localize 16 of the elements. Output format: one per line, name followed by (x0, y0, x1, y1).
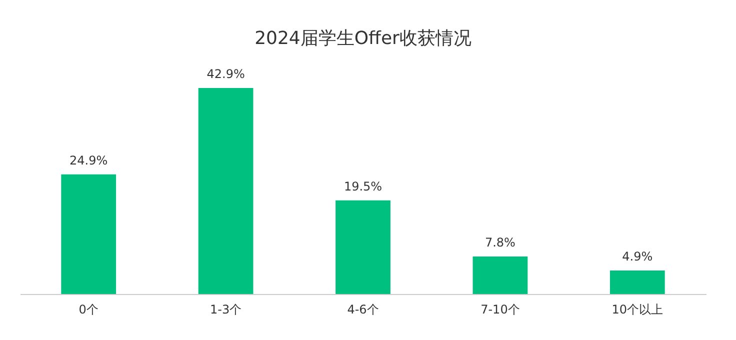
x-tick-label: 4-6个 (347, 302, 379, 316)
bar (472, 256, 528, 294)
x-tick-label: 1-3个 (210, 302, 242, 316)
chart-title: 2024届学生Offer收获情况 (254, 28, 472, 49)
data-label: 4.9% (622, 249, 653, 264)
x-tick-label: 7-10个 (480, 302, 520, 316)
bar (198, 88, 254, 294)
data-label: 24.9% (70, 153, 108, 168)
x-tick-label: 0个 (78, 302, 98, 316)
bar (61, 174, 116, 294)
bar (610, 270, 665, 294)
x-tick-label: 10个以上 (612, 302, 664, 316)
data-label: 19.5% (344, 179, 382, 194)
bar (336, 200, 390, 294)
data-label: 42.9% (206, 67, 245, 81)
data-label: 7.8% (484, 236, 516, 250)
